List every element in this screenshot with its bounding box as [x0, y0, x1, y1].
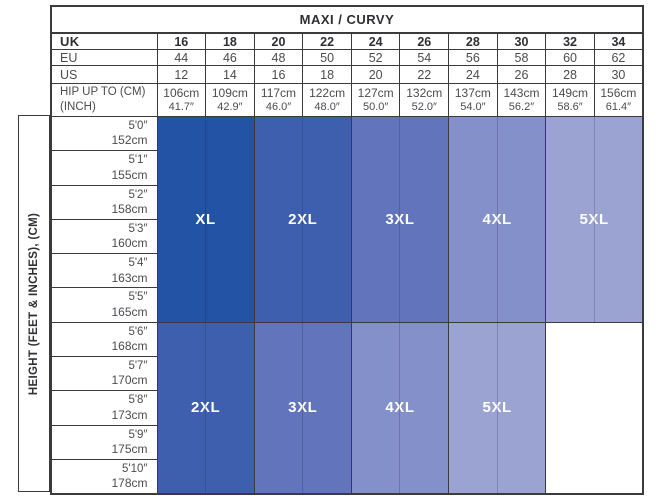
size-zone-5xl: 5XL	[545, 116, 644, 323]
us-size-cell: 26	[496, 65, 547, 84]
size-zone-5xl-tall: 5XL	[448, 321, 547, 495]
height-cell: 5'10″ 178cm	[50, 458, 158, 495]
size-zone-3xl-tall: 3XL	[253, 321, 352, 495]
size-zone-2xl: 2XL	[253, 116, 352, 323]
height-cell: 5'0″ 152cm	[50, 115, 158, 152]
uk-size-cell: 18	[205, 32, 255, 50]
uk-size-cell: 16	[156, 32, 207, 50]
hip-cell: 127cm 50.0″	[350, 83, 401, 117]
size-zone-4xl-tall: 4XL	[350, 321, 450, 495]
height-row: 5'4″ 163cm	[50, 253, 643, 289]
hip-cell: 132cm 52.0″	[399, 83, 450, 117]
uk-size-cell: 28	[448, 32, 498, 50]
group-header: MAXI / CURVY	[50, 5, 644, 34]
height-row: 5'5″ 165cm	[50, 287, 643, 323]
hip-cell: 156cm 61.4″	[593, 83, 644, 117]
group-header-row: MAXI / CURVY	[50, 5, 644, 34]
height-cell: 5'1″ 155cm	[50, 150, 158, 186]
height-axis-label-box: HEIGHT (FEET & INCHES), (CM)	[18, 115, 50, 492]
us-size-cell: 30	[593, 65, 644, 84]
us-size-cell: 24	[448, 65, 498, 84]
row-label-eu: EU	[50, 49, 158, 66]
size-zone-3xl: 3XL	[350, 116, 450, 323]
eu-size-cell: 60	[545, 49, 595, 66]
us-size-cell: 14	[205, 65, 255, 84]
eu-size-row: EU 44 46 48 50 52 54 56 58 60 62	[50, 49, 644, 66]
eu-size-cell: 46	[205, 49, 255, 66]
height-cell: 5'2″ 158cm	[50, 184, 158, 220]
height-cell: 5'3″ 160cm	[50, 218, 158, 255]
height-row: 5'6″ 168cm 2XL 3XL 4XL 5XL	[50, 321, 644, 495]
empty-zone	[545, 321, 644, 495]
size-zone-4xl: 4XL	[448, 116, 547, 323]
row-label-hip: HIP UP TO (CM) (INCH)	[50, 83, 158, 117]
uk-size-cell: 20	[253, 32, 304, 50]
hip-cell: 122cm 48.0″	[302, 83, 352, 117]
us-size-cell: 18	[302, 65, 352, 84]
uk-size-cell: 22	[302, 32, 352, 50]
height-axis-label: HEIGHT (FEET & INCHES), (CM)	[28, 212, 40, 395]
height-cell: 5'5″ 165cm	[50, 287, 158, 323]
us-size-cell: 20	[350, 65, 401, 84]
eu-size-cell: 56	[448, 49, 498, 66]
size-zone-xl: XL	[156, 116, 255, 323]
uk-size-cell: 34	[593, 32, 644, 50]
eu-size-cell: 48	[253, 49, 304, 66]
size-zone-2xl-tall: 2XL	[156, 321, 255, 495]
hip-cell: 109cm 42.9″	[205, 83, 255, 117]
uk-size-cell: 24	[350, 32, 401, 50]
height-row: 5'0″ 152cm XL 2XL 3XL 4XL 5XL	[50, 115, 644, 323]
uk-size-cell: 30	[496, 32, 547, 50]
hip-cell: 137cm 54.0″	[448, 83, 498, 117]
eu-size-cell: 52	[350, 49, 401, 66]
height-cell: 5'7″ 170cm	[50, 356, 158, 392]
height-row: 5'3″ 160cm	[50, 218, 643, 255]
size-chart-table: MAXI / CURVY UK 16 18 20 22 24 26 28 30 …	[50, 5, 644, 495]
height-cell: 5'9″ 175cm	[50, 424, 158, 460]
hip-row: HIP UP TO (CM) (INCH) 106cm 41.7″ 109cm 42…	[50, 83, 644, 117]
hip-cell: 117cm 46.0″	[253, 83, 304, 117]
us-size-cell: 12	[156, 65, 207, 84]
eu-size-cell: 54	[399, 49, 450, 66]
us-size-row: US 12 14 16 18 20 22 24 26 28 30	[50, 65, 644, 84]
height-row: 5'10″ 178cm	[50, 458, 643, 495]
hip-cell: 106cm 41.7″	[156, 83, 207, 117]
uk-size-cell: 26	[399, 32, 450, 50]
hip-cell: 143cm 56.2″	[496, 83, 547, 117]
height-row: 5'1″ 155cm	[50, 150, 643, 186]
row-label-us: US	[50, 65, 158, 84]
us-size-cell: 28	[545, 65, 595, 84]
us-size-cell: 16	[253, 65, 304, 84]
height-row: 5'2″ 158cm	[50, 184, 643, 220]
hip-cell: 149cm 58.6″	[545, 83, 595, 117]
eu-size-cell: 62	[593, 49, 644, 66]
height-cell: 5'6″ 168cm	[50, 321, 158, 358]
height-row: 5'9″ 175cm	[50, 424, 643, 460]
us-size-cell: 22	[399, 65, 450, 84]
eu-size-cell: 58	[496, 49, 547, 66]
height-cell: 5'4″ 163cm	[50, 253, 158, 289]
eu-size-cell: 44	[156, 49, 207, 66]
uk-size-cell: 32	[545, 32, 595, 50]
eu-size-cell: 50	[302, 49, 352, 66]
height-cell: 5'8″ 173cm	[50, 390, 158, 426]
uk-size-row: UK 16 18 20 22 24 26 28 30 32 34	[50, 32, 644, 50]
row-label-uk: UK	[50, 32, 158, 50]
